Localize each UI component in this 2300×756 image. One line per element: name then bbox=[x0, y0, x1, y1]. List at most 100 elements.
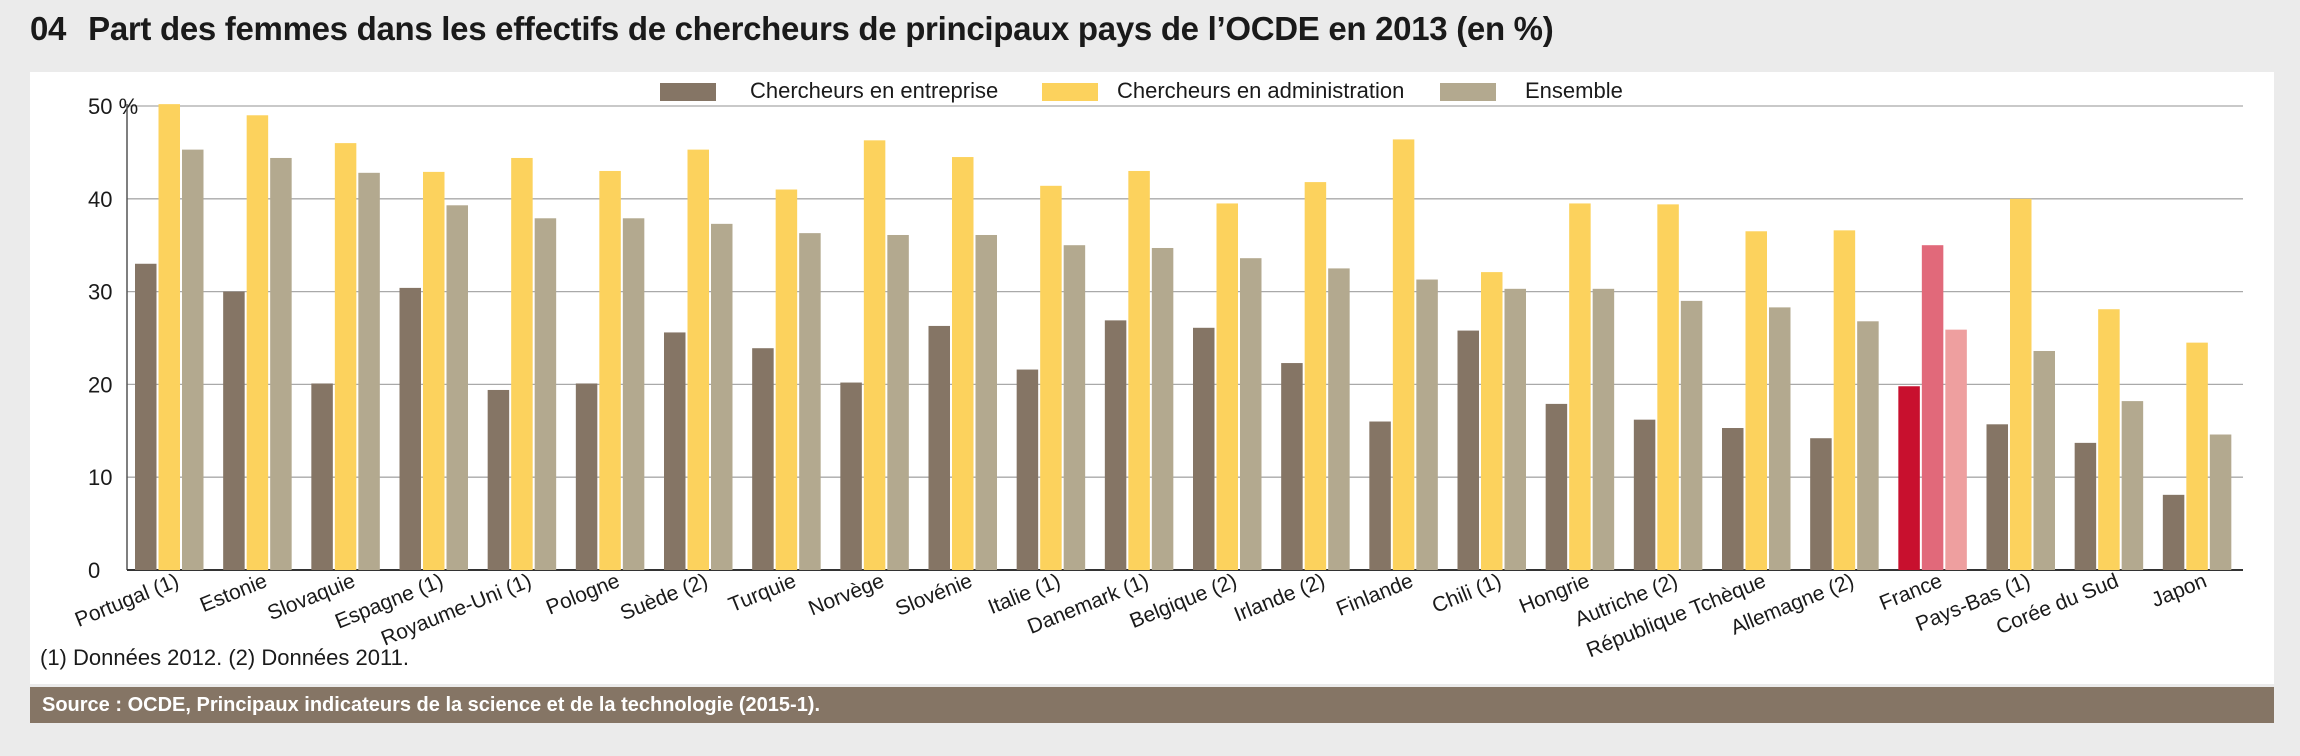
source-text: Source : OCDE, Principaux indicateurs de… bbox=[42, 694, 821, 716]
bar-administration bbox=[423, 171, 445, 570]
bar-ensemble bbox=[1504, 288, 1526, 570]
bar-entreprise bbox=[2162, 494, 2185, 570]
bar-administration bbox=[1833, 230, 1856, 571]
chart-title: Part des femmes dans les effectifs de ch… bbox=[88, 10, 1554, 47]
y-tick-label: 10 bbox=[88, 465, 112, 490]
bar-entreprise bbox=[840, 382, 862, 570]
bar-ensemble bbox=[358, 172, 380, 571]
bar-entreprise bbox=[1016, 369, 1039, 570]
bar-ensemble bbox=[270, 157, 292, 570]
y-tick-label: 30 bbox=[88, 280, 112, 305]
bar-entreprise bbox=[928, 325, 950, 570]
bar-entreprise bbox=[1193, 327, 1215, 570]
source-bar: Source : OCDE, Principaux indicateurs de… bbox=[30, 687, 2274, 723]
bar-entreprise bbox=[1369, 421, 1391, 570]
bar-administration bbox=[158, 104, 180, 571]
bar-administration bbox=[1481, 272, 1503, 570]
bar-administration bbox=[1569, 203, 1591, 570]
x-tick-label: Turquie bbox=[725, 569, 799, 617]
bar-administration bbox=[1040, 185, 1062, 571]
bar-administration bbox=[511, 157, 533, 570]
y-tick-label: 40 bbox=[88, 187, 112, 212]
bar-entreprise bbox=[1104, 320, 1127, 570]
x-tick-label: Finlande bbox=[1333, 569, 1416, 621]
bar-entreprise bbox=[135, 263, 157, 570]
bar-administration bbox=[1921, 245, 1944, 570]
bar-administration bbox=[1745, 231, 1767, 570]
y-tick-label: 0 bbox=[88, 558, 100, 583]
bar-entreprise bbox=[1810, 438, 1832, 570]
bar-ensemble bbox=[2121, 401, 2144, 570]
bar-ensemble bbox=[1769, 307, 1791, 570]
bar-ensemble bbox=[799, 233, 821, 571]
bar-ensemble bbox=[2209, 434, 2232, 570]
x-tick-label: Chili (1) bbox=[1429, 569, 1505, 617]
bar-administration bbox=[2010, 198, 2032, 571]
legend-label-ensemble: Ensemble bbox=[1525, 78, 1623, 103]
bar-ensemble bbox=[1857, 321, 1879, 570]
bar-administration bbox=[1128, 170, 1150, 570]
chart-number: 04 bbox=[30, 10, 67, 47]
bar-entreprise bbox=[664, 332, 686, 570]
bar-entreprise bbox=[575, 383, 598, 570]
legend-swatch-entreprise bbox=[660, 83, 716, 101]
bar-entreprise bbox=[752, 348, 774, 570]
bar-entreprise bbox=[399, 287, 421, 570]
chart-title-row: 04 Part des femmes dans les effectifs de … bbox=[30, 10, 1554, 48]
bar-ensemble bbox=[182, 149, 204, 570]
x-tick-label: Royaume-Uni (1) bbox=[378, 569, 535, 650]
bar-ensemble bbox=[1240, 258, 1262, 570]
x-tick-label: Irlande (2) bbox=[1231, 569, 1328, 626]
legend: Chercheurs en entreprise Chercheurs en a… bbox=[0, 78, 2300, 108]
bar-ensemble bbox=[2033, 350, 2055, 570]
bar-ensemble bbox=[1063, 245, 1086, 570]
bar-administration bbox=[2098, 309, 2120, 570]
bar-entreprise bbox=[1986, 424, 2008, 570]
bar-entreprise bbox=[1898, 386, 1920, 570]
bar-administration bbox=[1304, 182, 1327, 570]
bar-entreprise bbox=[1281, 363, 1303, 570]
bar-ensemble bbox=[1416, 279, 1438, 570]
bar-administration bbox=[599, 170, 621, 570]
bar-ensemble bbox=[446, 205, 468, 570]
bar-entreprise bbox=[311, 383, 333, 570]
y-tick-label: 20 bbox=[88, 372, 112, 397]
bar-ensemble bbox=[1945, 329, 1967, 570]
bar-administration bbox=[334, 143, 357, 570]
x-tick-label: Suède (2) bbox=[617, 569, 711, 625]
bar-ensemble bbox=[711, 223, 733, 570]
y-tick-label: 50 % bbox=[88, 94, 138, 119]
x-tick-label: Japon bbox=[2148, 569, 2210, 612]
bar-administration bbox=[246, 115, 269, 570]
bar-administration bbox=[1216, 203, 1238, 570]
bar-entreprise bbox=[223, 291, 245, 570]
bar-administration bbox=[1657, 204, 1679, 571]
legend-label-administration: Chercheurs en administration bbox=[1117, 78, 1405, 103]
bar-ensemble bbox=[1328, 268, 1350, 570]
legend-swatch-administration bbox=[1042, 83, 1098, 101]
bar-entreprise bbox=[1633, 419, 1656, 570]
x-tick-label: Slovénie bbox=[892, 569, 975, 621]
bar-administration bbox=[687, 149, 709, 570]
bar-administration bbox=[863, 140, 886, 570]
bar-entreprise bbox=[1545, 403, 1568, 570]
bar-administration bbox=[952, 157, 974, 571]
bar-ensemble bbox=[975, 234, 997, 570]
bar-ensemble bbox=[1680, 300, 1703, 570]
bar-entreprise bbox=[487, 389, 510, 570]
bar-entreprise bbox=[1722, 428, 1744, 570]
bar-ensemble bbox=[622, 218, 645, 570]
bar-ensemble bbox=[887, 234, 909, 570]
bar-administration bbox=[1392, 139, 1415, 570]
x-tick-label: Pologne bbox=[543, 569, 623, 619]
bar-ensemble bbox=[534, 218, 557, 570]
bar-administration bbox=[775, 189, 798, 570]
legend-label-entreprise: Chercheurs en entreprise bbox=[750, 78, 999, 103]
bar-administration bbox=[2186, 342, 2208, 570]
bar-ensemble bbox=[1592, 288, 1615, 570]
bar-entreprise bbox=[2074, 442, 2097, 570]
bar-ensemble bbox=[1151, 247, 1174, 570]
x-tick-label: Estonie bbox=[197, 569, 271, 617]
bar-entreprise bbox=[1457, 330, 1479, 570]
